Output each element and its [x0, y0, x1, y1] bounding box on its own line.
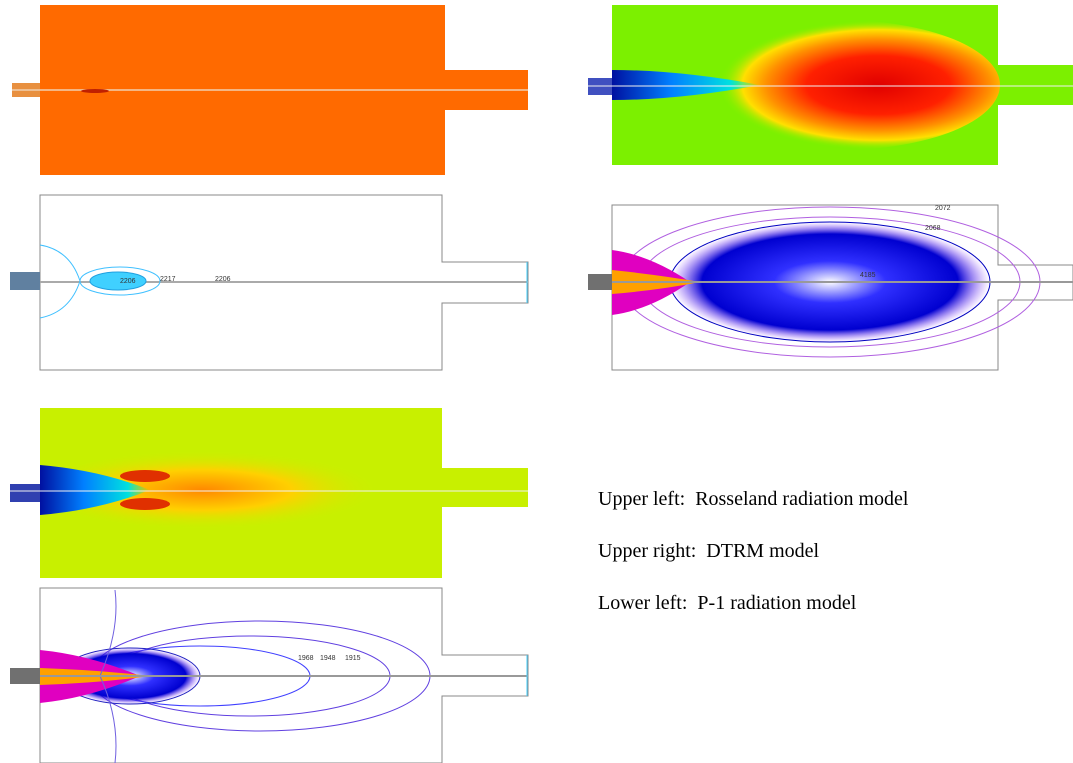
- rosseland-contour-plot: [12, 5, 528, 175]
- contour-label: 1948: [320, 655, 336, 662]
- contour-label: 1915: [345, 655, 361, 662]
- contour-label: 2206: [120, 278, 136, 285]
- contour-label: 2217: [160, 276, 176, 283]
- caption: Upper right: DTRM model: [598, 540, 820, 562]
- contour-label: 2068: [925, 225, 941, 232]
- contour-label: 2072: [935, 205, 951, 212]
- caption: Upper left: Rosseland radiation model: [598, 488, 909, 510]
- dtrm-isolines: [588, 205, 1073, 370]
- caption: Lower left: P-1 radiation model: [598, 592, 857, 614]
- p1-isolines: [10, 588, 528, 763]
- dtrm-contour-plot: [588, 5, 1073, 165]
- contour-label: 2206: [215, 276, 231, 283]
- rosseland-isolines: [10, 195, 528, 370]
- contour-label: 4185: [860, 272, 876, 279]
- contour-label: 1968: [298, 655, 314, 662]
- p1-contour-plot: [10, 408, 528, 578]
- figure: 2206 2217 2206 2072 2068 4185: [0, 0, 1073, 763]
